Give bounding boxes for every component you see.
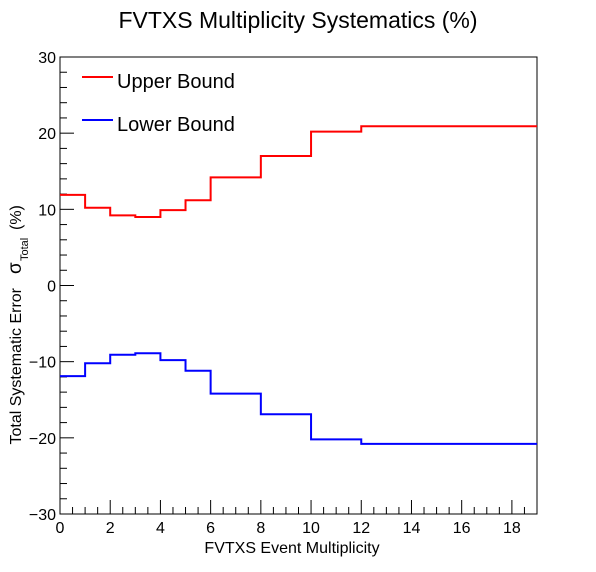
x-tick-label: 6: [206, 520, 215, 537]
x-tick-label: 4: [156, 520, 165, 537]
y-axis-label: Total Systematic Error σ Total (%): [5, 205, 31, 444]
series-lines: [60, 125, 537, 445]
x-tick-label: 2: [106, 520, 115, 537]
x-tick-label: 8: [256, 520, 265, 537]
y-tick-label: −20: [29, 431, 56, 448]
x-tick-label: 0: [56, 520, 65, 537]
y-axis-label-subscript: Total: [19, 238, 31, 261]
x-tick-label: 14: [403, 520, 421, 537]
x-axis-label: FVTXS Event Multiplicity: [204, 540, 379, 557]
y-tick-label: 20: [38, 126, 56, 143]
y-axis-ticks: [60, 56, 74, 515]
y-axis-label-sigma: σ: [5, 262, 26, 274]
y-axis-tick-labels: −30 −20 −10 0 10 20 30: [29, 50, 56, 524]
x-tick-label: 18: [503, 520, 521, 537]
y-tick-label: 0: [47, 279, 56, 296]
chart-title: FVTXS Multiplicity Systematics (%): [118, 7, 477, 33]
x-tick-label: 12: [352, 520, 370, 537]
y-tick-label: −30: [29, 507, 56, 524]
y-tick-label: 30: [38, 50, 56, 67]
x-axis-tick-labels: 0 2 4 6 8 10 12 14 16 18: [56, 520, 521, 537]
legend: Upper Bound Lower Bound: [82, 71, 235, 136]
x-tick-label: 16: [453, 520, 471, 537]
series-line-upper-bound: [60, 125, 537, 218]
legend-label-lower: Lower Bound: [117, 114, 235, 136]
y-tick-label: 10: [38, 202, 56, 219]
x-tick-label: 10: [302, 520, 320, 537]
series-line-lower-bound: [60, 352, 537, 445]
y-axis-label-main: Total Systematic Error: [8, 287, 25, 444]
y-axis-label-unit: (%): [8, 205, 25, 230]
legend-label-upper: Upper Bound: [117, 71, 235, 93]
y-tick-label: −10: [29, 355, 56, 372]
x-axis-ticks: [59, 500, 538, 514]
